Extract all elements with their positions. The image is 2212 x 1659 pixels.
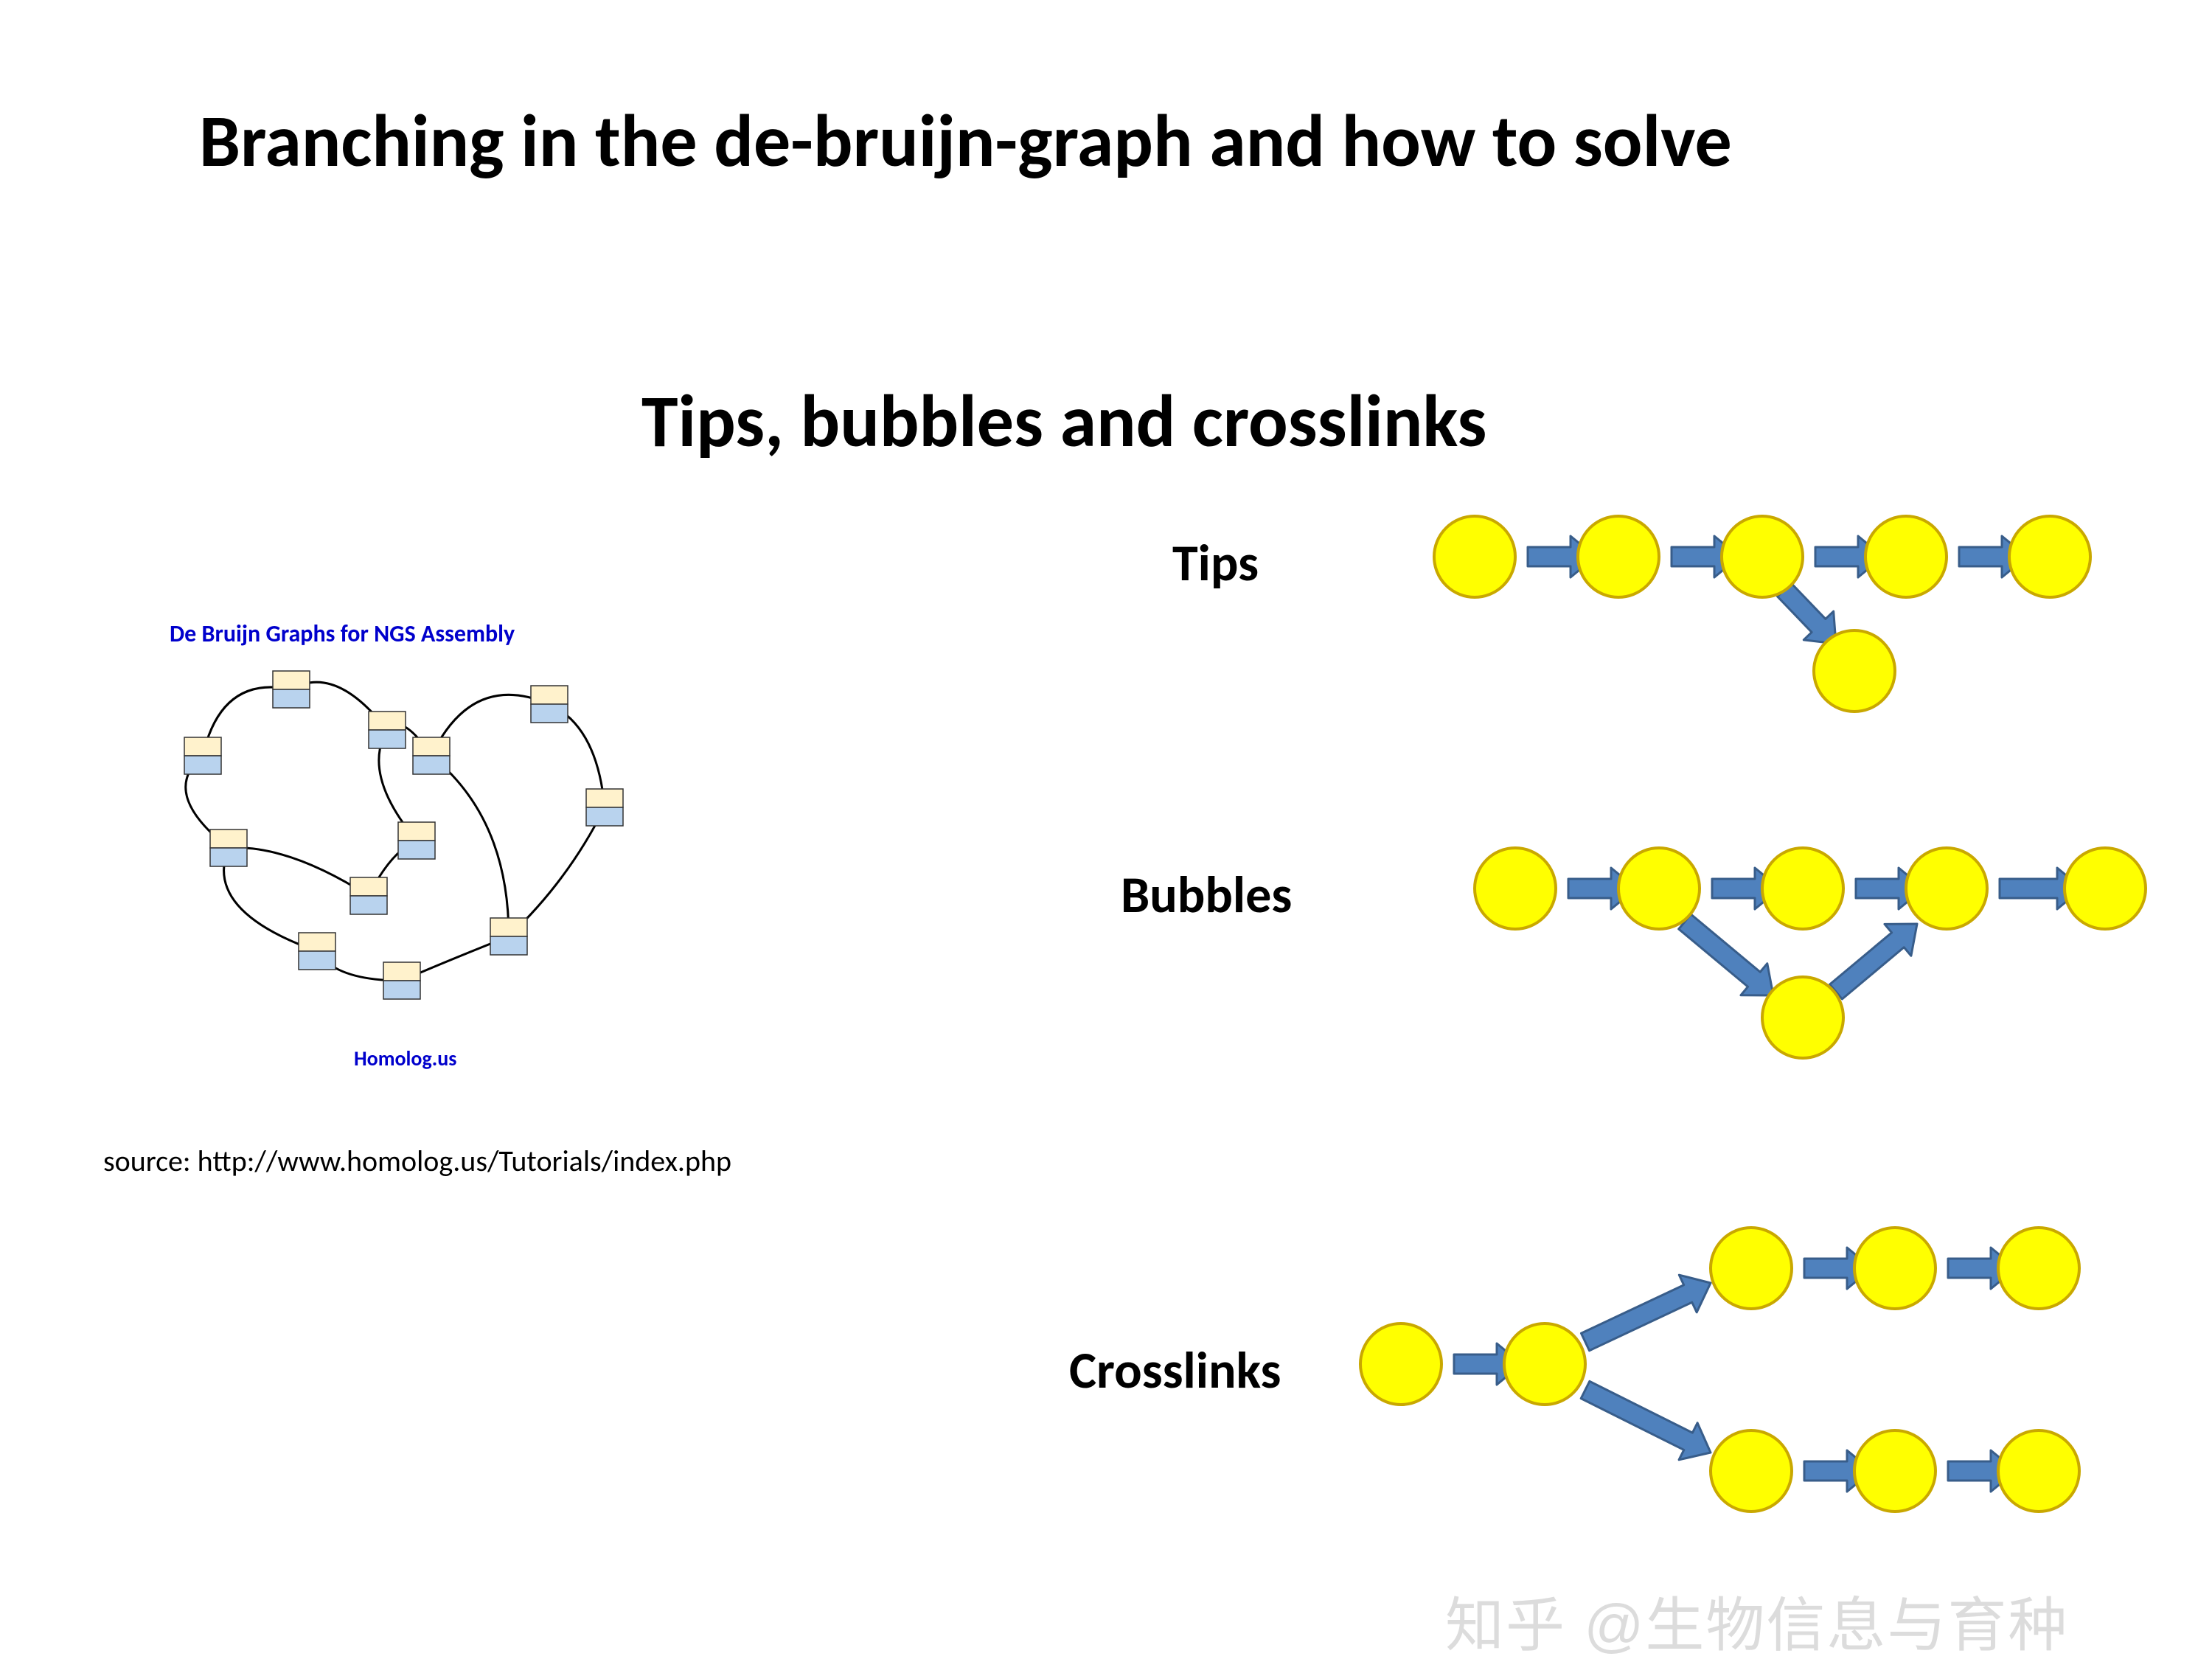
homolog-graph [0,590,664,1106]
crosslinks-graph [1253,1106,2212,1659]
slide-title: Branching in the de-bruijn-graph and how… [199,96,1732,186]
label-bubbles: Bubbles [1121,863,1292,926]
label-crosslinks: Crosslinks [1069,1338,1281,1402]
watermark: 知乎 @生物信息与育种 [1445,1578,2068,1659]
label-tips: Tips [1172,531,1259,594]
source-line: source: http://www.homolog.us/Tutorials/… [103,1143,731,1179]
